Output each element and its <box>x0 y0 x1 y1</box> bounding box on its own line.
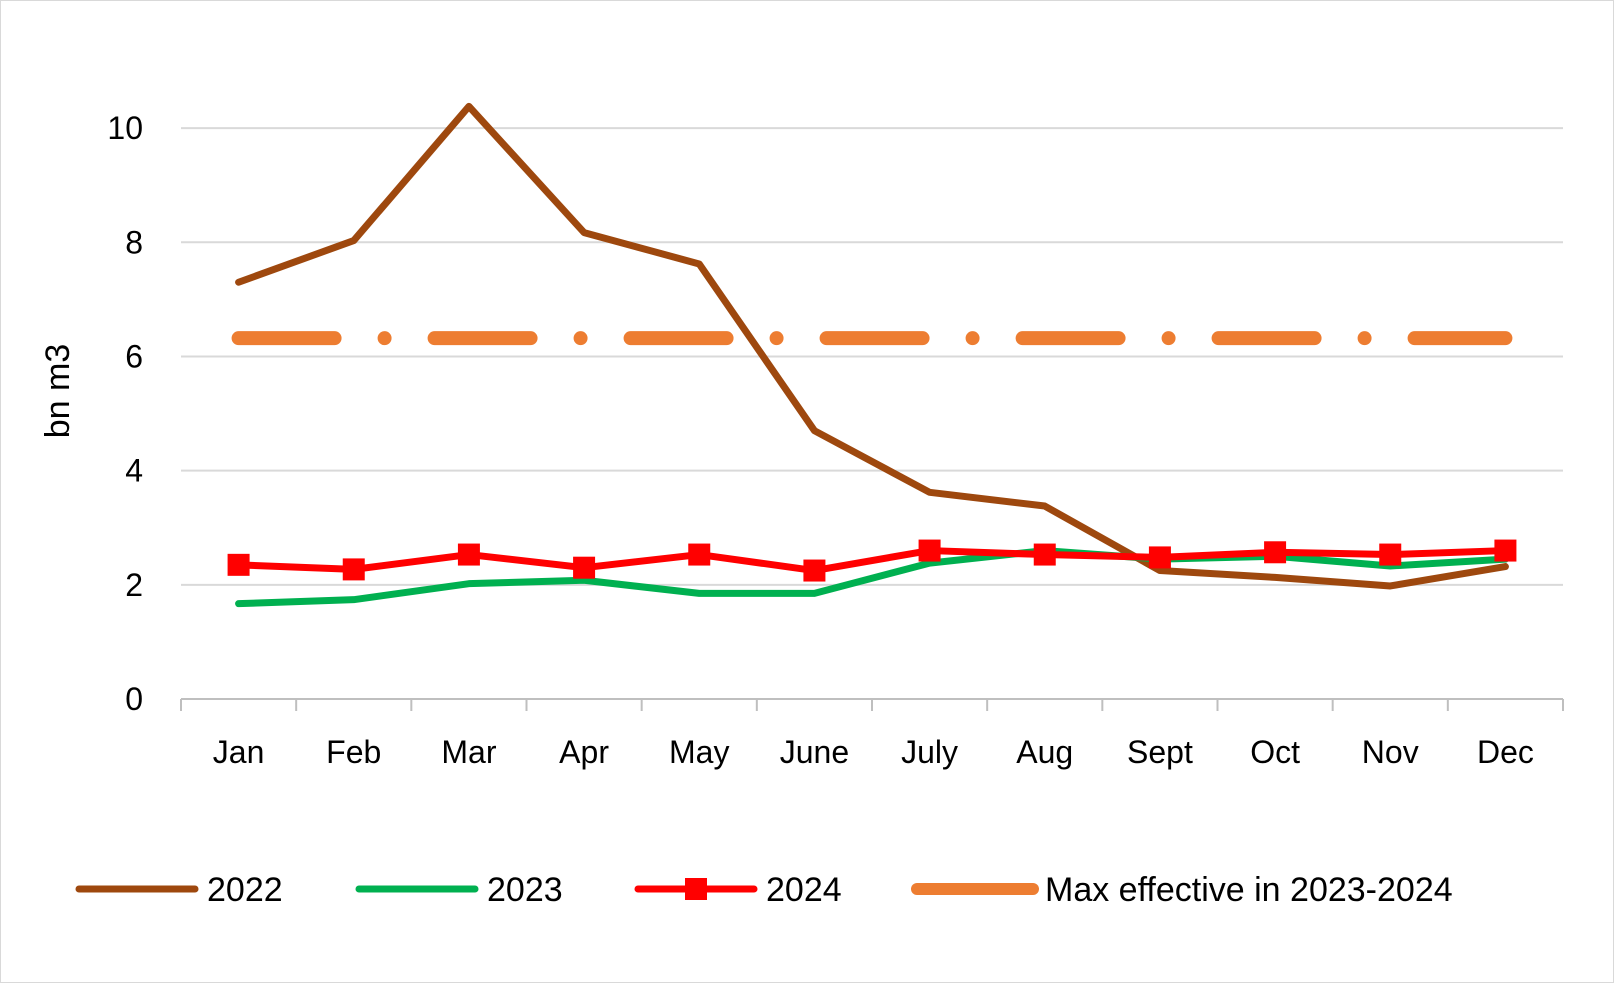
data-point <box>1264 541 1287 564</box>
data-point <box>457 543 480 566</box>
y-axis-ticks: 0 2 4 6 8 10 <box>107 110 143 717</box>
series-line-2023 <box>235 547 1509 608</box>
x-tick-label: Oct <box>1250 734 1300 770</box>
data-point <box>1033 543 1056 566</box>
legend-item-max-effective-in-2023-2024: Max effective in 2023-2024 <box>911 871 1453 909</box>
y-axis-label: bn m3 <box>39 344 77 439</box>
x-axis-ticks: Jan Feb Mar Apr May June July Aug Sept Oct Nov Dec <box>213 734 1534 770</box>
x-tick-label: Aug <box>1016 734 1073 770</box>
legend-marker <box>685 878 707 900</box>
data-point <box>227 553 250 576</box>
y-tick-label: 10 <box>107 110 143 146</box>
series-2024 <box>227 539 1517 582</box>
x-tick-label: May <box>669 734 729 770</box>
y-tick-label: 6 <box>125 338 143 374</box>
y-tick-label: 2 <box>125 567 143 603</box>
x-axis <box>180 698 1564 711</box>
data-point <box>1494 539 1517 562</box>
y-tick-label: 0 <box>125 681 143 717</box>
series-2022 <box>235 102 1509 590</box>
y-tick-label: 4 <box>125 453 143 489</box>
legend-label: Max effective in 2023-2024 <box>1045 871 1453 909</box>
legend-item-2024: 2024 <box>634 871 842 909</box>
y-tick-label: 8 <box>125 224 143 260</box>
legend: 2022 2023 2024 Max effective in 2023-2024 <box>75 871 1453 909</box>
legend-label: 2023 <box>487 871 563 909</box>
series-line-2024 <box>235 547 1509 575</box>
x-tick-label: June <box>780 734 849 770</box>
series-line-2022 <box>235 102 1509 590</box>
data-point <box>1148 546 1171 569</box>
x-tick-label: Apr <box>559 734 609 770</box>
legend-label: 2024 <box>766 871 842 909</box>
x-tick-label: Jan <box>213 734 265 770</box>
legend-item-2023: 2023 <box>355 871 563 909</box>
data-point <box>688 543 711 566</box>
series-lines <box>227 102 1517 608</box>
x-tick-label: Nov <box>1362 734 1419 770</box>
legend-item-2022: 2022 <box>75 871 283 909</box>
legend-label: 2022 <box>207 871 283 909</box>
x-tick-label: July <box>901 734 958 770</box>
x-tick-label: Dec <box>1477 734 1534 770</box>
data-point <box>342 558 365 581</box>
data-point <box>573 556 596 579</box>
x-tick-label: Feb <box>326 734 381 770</box>
x-tick-label: Mar <box>441 734 496 770</box>
series-2023 <box>235 547 1509 608</box>
data-point <box>803 559 826 582</box>
data-point <box>918 539 941 562</box>
data-point <box>1379 543 1402 566</box>
x-tick-label: Sept <box>1127 734 1193 770</box>
